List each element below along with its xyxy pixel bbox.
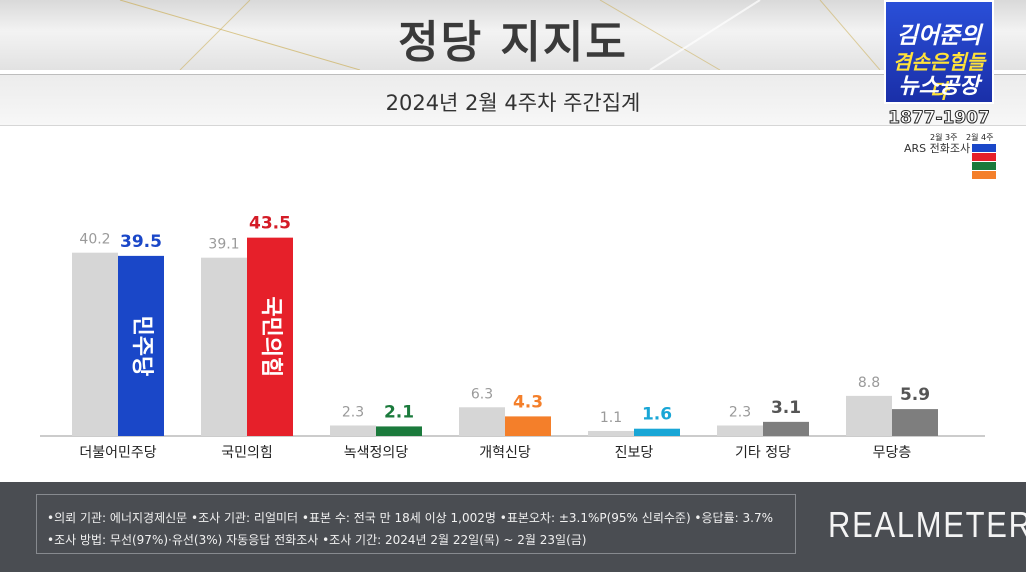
value-label-curr-0: 39.5 <box>120 232 162 252</box>
logo-line-3: 뉴스공장 <box>898 74 980 99</box>
value-label-prev-0: 40.2 <box>79 232 110 248</box>
footer: •의뢰 기관: 에너지경제신문 •조사 기관: 리얼미터 •표본 수: 전국 만… <box>0 482 1026 572</box>
value-label-curr-2: 2.1 <box>384 402 414 422</box>
bar-prev-5 <box>717 425 763 436</box>
logo-line-2: 겸손은힘들다 <box>893 50 985 103</box>
realmeter-logo: REALMETER <box>828 504 1026 545</box>
title-band: 정당 지지도 <box>0 0 1026 70</box>
value-label-prev-1: 39.1 <box>208 237 239 253</box>
mini-legend-swatches <box>972 144 996 179</box>
value-label-curr-4: 1.6 <box>642 405 672 425</box>
mini-method-label: ARS 전화조사 <box>904 142 971 155</box>
show-phone-number: 1877-1907 <box>888 108 991 129</box>
bar-prev-4 <box>588 430 634 436</box>
value-label-prev-4: 1.1 <box>600 410 622 426</box>
value-label-curr-5: 3.1 <box>771 398 801 418</box>
survey-note-line-2: •조사 방법: 무선(97%)·유선(3%) 자동응답 전화조사 •조사 기간:… <box>47 533 587 547</box>
value-label-curr-1: 43.5 <box>249 214 291 234</box>
category-label-6: 무당층 <box>873 445 912 461</box>
category-label-3: 개혁신당 <box>479 445 531 461</box>
bar-curr-4 <box>634 428 680 436</box>
bar-prev-6 <box>846 395 892 436</box>
bar-prev-1 <box>201 257 247 436</box>
value-label-prev-3: 6.3 <box>471 386 493 402</box>
category-label-4: 진보당 <box>615 445 654 461</box>
category-label-2: 녹색정의당 <box>344 445 409 461</box>
bar-prev-0 <box>72 252 118 436</box>
chart-title: 정당 지지도 <box>398 17 628 68</box>
survey-notes: •의뢰 기관: 에너지경제신문 •조사 기관: 리얼미터 •표본 수: 전국 만… <box>36 494 796 554</box>
mini-legend-curr: 2월 4주 <box>966 133 994 142</box>
value-label-prev-2: 2.3 <box>342 405 364 421</box>
mini-legend-prev: 2월 3주 <box>930 133 958 142</box>
value-label-prev-6: 8.8 <box>858 375 880 391</box>
bar-curr-1 <box>247 237 293 436</box>
bar-curr-5 <box>763 421 809 436</box>
value-label-curr-3: 4.3 <box>513 392 543 412</box>
value-label-prev-5: 2.3 <box>729 405 751 421</box>
category-label-5: 기타 정당 <box>735 445 791 461</box>
bar-curr-2 <box>376 426 422 436</box>
decorative-lines <box>119 0 881 70</box>
category-label-0: 더불어민주당 <box>79 445 156 461</box>
survey-note-line-1: •의뢰 기관: 에너지경제신문 •조사 기관: 리얼미터 •표본 수: 전국 만… <box>47 511 773 525</box>
chart-subtitle: 2024년 2월 4주차 주간집계 <box>385 91 641 115</box>
category-label-1: 국민의힘 <box>221 445 273 461</box>
bar-curr-3 <box>505 416 551 436</box>
logo-line-1: 김어준의 <box>896 23 982 49</box>
subtitle-band: 2024년 2월 4주차 주간집계 <box>0 74 1026 126</box>
show-logo: 김어준의 겸손은힘들다 뉴스공장 <box>884 0 994 104</box>
bar-curr-6 <box>892 409 938 436</box>
bar-party-logo-1: 국민의힘 <box>258 296 283 377</box>
value-label-curr-6: 5.9 <box>900 385 930 405</box>
bar-curr-0 <box>118 255 164 436</box>
bar-prev-3 <box>459 407 505 436</box>
bar-prev-2 <box>330 425 376 436</box>
bar-party-logo-0: 민주당 <box>129 316 154 377</box>
bar-chart: 40.2 39.5 더불어민주당 39.1 43.5 국민의힘 2.3 2.1 녹색정의당 6.3… <box>40 214 985 461</box>
